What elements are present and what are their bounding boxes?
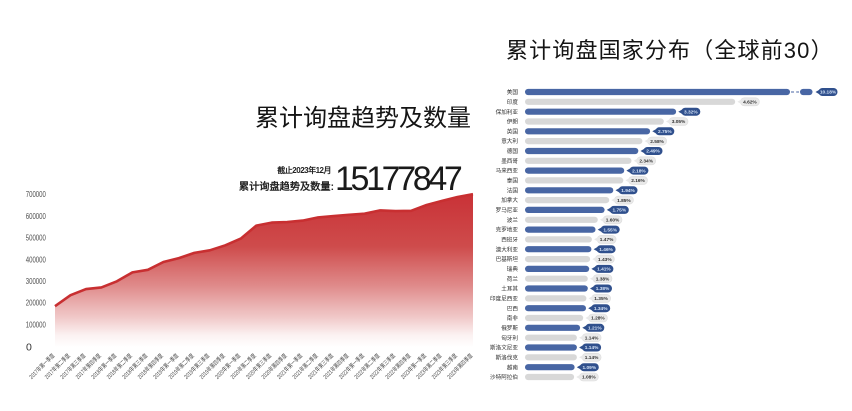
svg-text:1.21%: 1.21% — [588, 326, 602, 332]
svg-text:1.46%: 1.46% — [599, 247, 613, 253]
svg-text:伊朗: 伊朗 — [507, 118, 519, 126]
svg-text:1.09%: 1.09% — [582, 365, 596, 371]
svg-text:1.75%: 1.75% — [612, 208, 626, 214]
svg-text:1.47%: 1.47% — [600, 237, 614, 243]
svg-text:意大利: 意大利 — [501, 137, 518, 145]
svg-text:1.14%: 1.14% — [585, 335, 599, 341]
svg-text:斯洛伐克: 斯洛伐克 — [496, 353, 519, 361]
svg-text:1.28%: 1.28% — [591, 316, 605, 322]
svg-text:2.16%: 2.16% — [631, 178, 645, 184]
svg-text:300000: 300000 — [26, 277, 46, 286]
svg-text:巴基斯坦: 巴基斯坦 — [496, 255, 519, 263]
svg-text:1.08%: 1.08% — [582, 375, 596, 381]
svg-text:1.14%: 1.14% — [585, 355, 599, 361]
svg-text:英国: 英国 — [507, 127, 519, 135]
svg-text:印度尼西亚: 印度尼西亚 — [490, 295, 518, 303]
svg-text:1.34%: 1.34% — [594, 306, 608, 312]
svg-text:3.05%: 3.05% — [672, 119, 686, 125]
svg-text:4.62%: 4.62% — [743, 100, 757, 106]
svg-text:1.14%: 1.14% — [585, 345, 599, 351]
svg-text:2.58%: 2.58% — [650, 139, 664, 145]
svg-text:200000: 200000 — [26, 299, 46, 308]
svg-text:2.18%: 2.18% — [632, 168, 646, 174]
svg-text:德国: 德国 — [507, 147, 519, 155]
svg-text:500000: 500000 — [26, 234, 46, 243]
svg-text:0: 0 — [26, 342, 32, 354]
svg-text:南非: 南非 — [507, 314, 519, 322]
svg-text:1.60%: 1.60% — [606, 218, 620, 224]
svg-text:印度: 印度 — [507, 98, 519, 106]
svg-text:1.94%: 1.94% — [621, 188, 635, 194]
svg-text:1.35%: 1.35% — [594, 296, 608, 302]
svg-text:罗马尼亚: 罗马尼亚 — [496, 206, 519, 214]
svg-text:瑞典: 瑞典 — [507, 265, 519, 273]
svg-text:匈牙利: 匈牙利 — [501, 334, 518, 342]
svg-text:1.85%: 1.85% — [617, 198, 631, 204]
svg-text:1.41%: 1.41% — [597, 267, 611, 273]
svg-text:澳大利亚: 澳大利亚 — [496, 245, 519, 253]
svg-text:1.38%: 1.38% — [596, 286, 610, 292]
svg-text:1.43%: 1.43% — [598, 257, 612, 263]
svg-text:600000: 600000 — [26, 212, 46, 221]
svg-text:美国: 美国 — [507, 88, 519, 96]
svg-text:保加利亚: 保加利亚 — [496, 108, 519, 116]
svg-text:俄罗斯: 俄罗斯 — [501, 324, 518, 332]
svg-text:墨西哥: 墨西哥 — [501, 158, 518, 165]
svg-text:西班牙: 西班牙 — [501, 236, 518, 244]
svg-text:加拿大: 加拿大 — [501, 196, 518, 204]
svg-text:法国: 法国 — [507, 186, 519, 194]
svg-text:泰国: 泰国 — [507, 177, 519, 185]
svg-text:2.49%: 2.49% — [646, 149, 660, 155]
svg-text:越南: 越南 — [507, 363, 519, 371]
svg-text:3.32%: 3.32% — [684, 109, 698, 115]
svg-text:马来西亚: 马来西亚 — [496, 167, 519, 175]
svg-text:克罗地亚: 克罗地亚 — [496, 226, 519, 234]
svg-text:2.34%: 2.34% — [639, 159, 653, 165]
svg-text:荷兰: 荷兰 — [507, 275, 519, 283]
svg-text:1.55%: 1.55% — [603, 227, 617, 233]
svg-text:斯洛文尼亚: 斯洛文尼亚 — [490, 344, 518, 352]
svg-text:1.38%: 1.38% — [596, 276, 610, 282]
svg-text:2.75%: 2.75% — [658, 129, 672, 135]
svg-text:700000: 700000 — [26, 190, 46, 199]
svg-text:波兰: 波兰 — [507, 216, 519, 224]
svg-text:沙特阿拉伯: 沙特阿拉伯 — [490, 373, 518, 381]
svg-text:10.18%: 10.18% — [820, 90, 837, 96]
svg-text:土耳其: 土耳其 — [501, 285, 518, 293]
svg-text:100000: 100000 — [26, 320, 46, 329]
svg-text:巴西: 巴西 — [507, 305, 519, 312]
svg-text:400000: 400000 — [26, 255, 46, 264]
